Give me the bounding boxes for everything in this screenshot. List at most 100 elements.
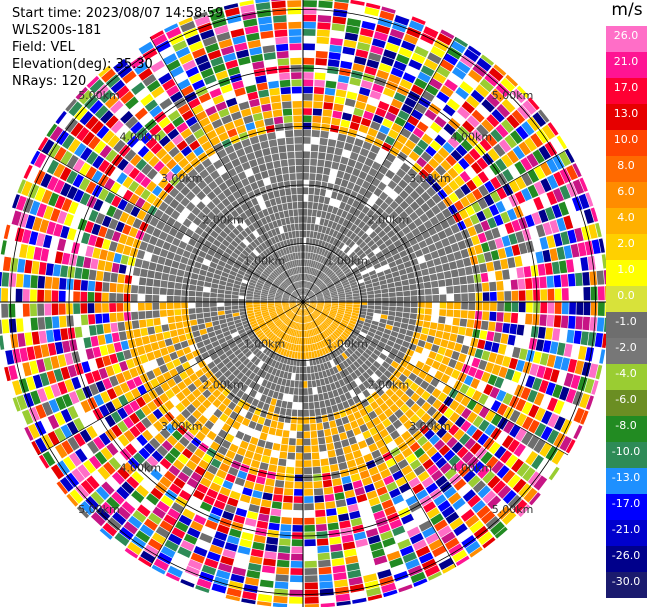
radar-gate <box>411 52 426 64</box>
radar-gate <box>397 263 405 271</box>
radar-gate <box>232 309 239 314</box>
radar-gate <box>339 362 346 370</box>
radar-gate <box>366 218 375 227</box>
radar-gate <box>231 377 240 386</box>
radar-gate <box>325 227 331 235</box>
radar-gate <box>366 287 374 292</box>
radar-gate <box>442 184 454 196</box>
radar-gate <box>325 212 332 220</box>
radar-gate <box>289 302 296 305</box>
radar-gate <box>212 389 222 398</box>
radar-gate <box>274 384 281 392</box>
radar-gate <box>44 316 53 329</box>
radar-gate <box>0 319 3 335</box>
radar-gate <box>515 231 525 243</box>
radar-gate <box>359 292 367 296</box>
radar-gate <box>314 309 321 315</box>
radar-gate <box>353 257 361 264</box>
radar-gate <box>401 279 409 286</box>
radar-gate <box>211 316 219 322</box>
radar-gate <box>303 281 306 288</box>
radar-gate <box>408 425 419 436</box>
radar-gate <box>545 327 553 340</box>
radar-gate <box>234 319 242 325</box>
radar-gate <box>360 80 373 90</box>
radar-gate <box>539 161 552 177</box>
radar-gate <box>404 471 417 482</box>
radar-gate <box>363 276 371 282</box>
radar-gate <box>353 302 360 305</box>
radar-gate <box>323 277 330 283</box>
radar-gate <box>377 523 391 534</box>
radar-gate <box>326 260 332 267</box>
radar-gate <box>171 164 182 175</box>
radar-gate <box>245 122 256 131</box>
radar-gate <box>282 325 288 332</box>
radar-gate <box>288 277 294 284</box>
radar-gate <box>319 400 326 408</box>
radar-gate <box>334 215 341 223</box>
radar-gate <box>291 416 297 424</box>
radar-gate <box>246 293 254 297</box>
radar-gate <box>235 380 244 389</box>
radar-gate <box>297 315 300 323</box>
radar-gate <box>327 413 335 421</box>
radar-gate <box>363 322 371 328</box>
radar-gate <box>315 290 322 295</box>
radar-gate <box>29 360 39 375</box>
radar-gate <box>457 267 466 277</box>
radar-gate <box>284 386 290 394</box>
radar-gate <box>292 336 296 344</box>
radar-gate <box>260 572 275 581</box>
radar-gate <box>285 335 291 342</box>
radar-gate <box>434 519 448 532</box>
radar-gate <box>207 248 216 257</box>
radar-gate <box>366 490 378 500</box>
radar-gate <box>277 392 284 400</box>
radar-gate <box>247 91 259 101</box>
radar-gate <box>460 248 470 259</box>
radar-gate <box>316 538 329 546</box>
radar-gate <box>317 304 324 307</box>
radar-gate <box>477 232 487 244</box>
radar-gate <box>567 273 576 287</box>
radar-gate <box>258 586 273 595</box>
radar-gate <box>476 57 492 72</box>
radar-gate <box>238 155 248 164</box>
radar-gate <box>469 255 479 265</box>
radar-gate <box>264 223 271 232</box>
radar-gate <box>236 124 247 134</box>
radar-gate <box>277 552 290 561</box>
radar-gate <box>282 299 289 302</box>
radar-gate <box>181 397 191 408</box>
radar-gate <box>329 397 337 406</box>
radar-gate <box>354 161 364 171</box>
radar-gate <box>138 303 145 311</box>
radar-gate <box>299 366 303 374</box>
radar-gate <box>144 99 158 112</box>
radar-gate <box>455 61 471 74</box>
radar-gate <box>318 559 331 568</box>
radar-gate <box>295 322 299 330</box>
radar-gate <box>381 247 390 255</box>
radar-gate <box>191 363 201 373</box>
radar-gate <box>331 265 338 272</box>
radar-gate <box>206 271 214 278</box>
radar-gate <box>290 321 295 328</box>
radar-gate <box>342 400 350 409</box>
radar-gate <box>511 458 524 473</box>
radar-gate <box>185 191 196 201</box>
radar-gate <box>207 331 216 338</box>
radar-gate <box>293 358 297 366</box>
radar-gate <box>282 272 288 279</box>
radar-gate <box>370 243 378 251</box>
radar-gate <box>424 429 435 440</box>
radar-gate <box>319 315 325 321</box>
radar-gate <box>159 46 174 59</box>
radar-gate <box>219 353 228 361</box>
radar-gate <box>25 376 36 391</box>
radar-gate <box>314 188 321 196</box>
radar-gate <box>98 226 108 238</box>
radar-gate <box>298 323 301 330</box>
radar-gate <box>303 201 308 209</box>
